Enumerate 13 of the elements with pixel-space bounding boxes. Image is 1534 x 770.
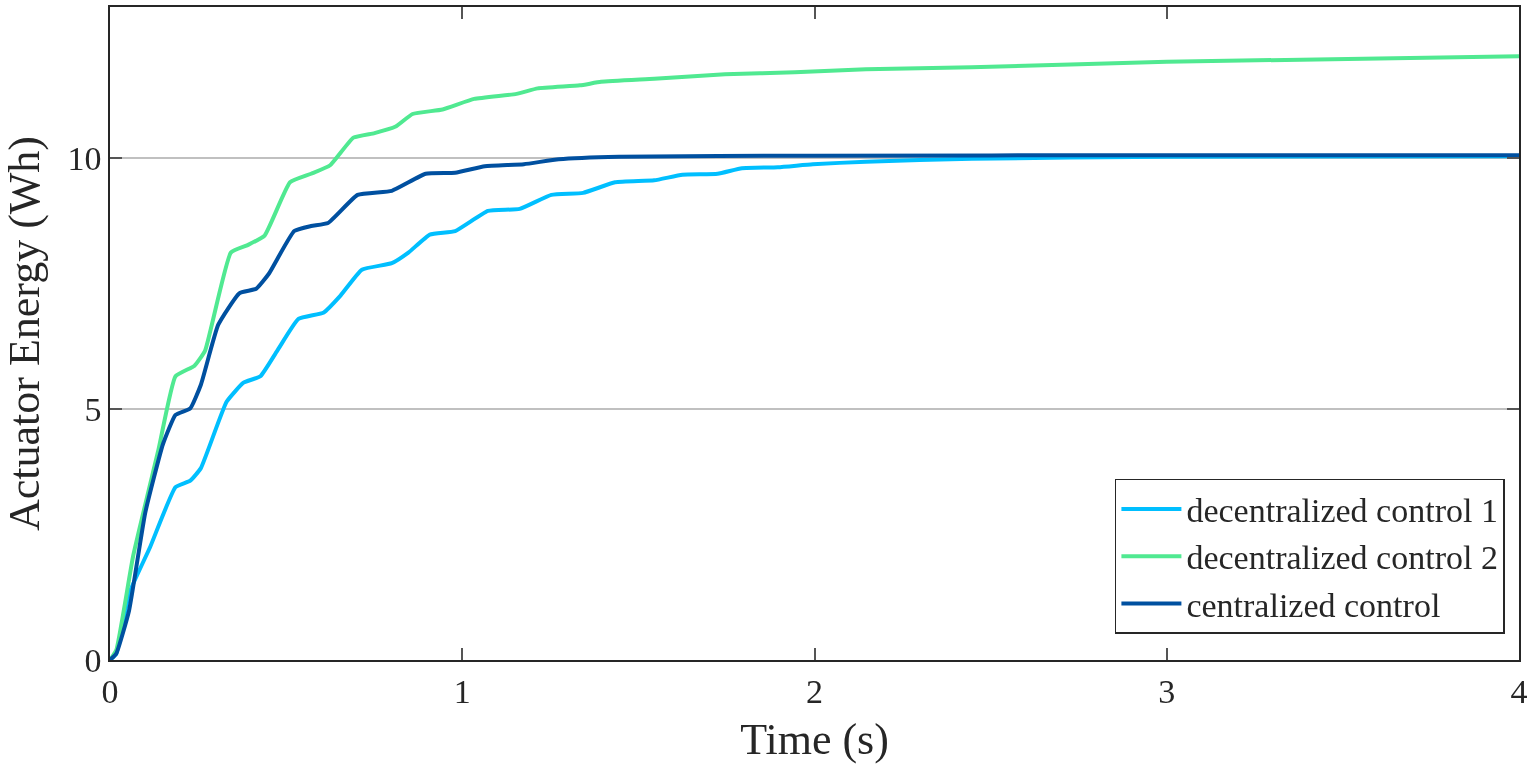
y-tick-label: 0	[84, 641, 102, 679]
legend-label: decentralized control 2	[1186, 539, 1498, 577]
x-tick-label: 4	[1510, 672, 1528, 710]
y-tick-label: 10	[67, 139, 102, 177]
y-tick-label: 5	[84, 390, 102, 428]
legend-label: decentralized control 1	[1186, 492, 1498, 530]
line-series	[110, 54, 1519, 660]
y-axis-title: Actuator Energy (Wh)	[0, 135, 49, 532]
legend-label: centralized control	[1186, 586, 1441, 624]
x-tick-label: 2	[806, 672, 823, 710]
x-tick-label: 3	[1158, 672, 1176, 710]
x-tick-label: 1	[453, 672, 471, 710]
x-axis-title: Time (s)	[740, 715, 889, 765]
